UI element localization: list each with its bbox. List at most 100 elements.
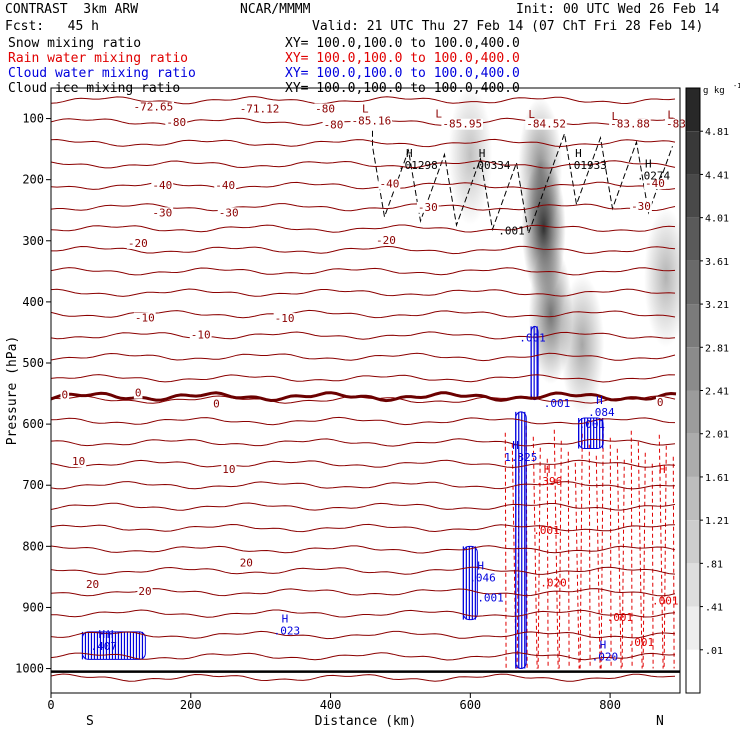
contour-label: -30 xyxy=(418,201,438,214)
extremum-value: .020 xyxy=(592,650,619,663)
legend-cloud-water-xy: XY= 100.0,100.0 to 100.0,400.0 xyxy=(285,66,520,81)
isotherm-line xyxy=(51,566,676,575)
colorbar-segment xyxy=(686,347,700,391)
endpoint-south: S xyxy=(86,714,94,729)
contour-label-bg xyxy=(137,586,153,598)
contour-label: -71.12 xyxy=(240,102,280,115)
colorbar-segment xyxy=(686,390,700,434)
contour-label: -72.65 xyxy=(133,101,173,114)
extremum-marker: H xyxy=(107,628,114,641)
colorbar-segment xyxy=(686,563,700,607)
colorbar-segment xyxy=(686,476,700,521)
y-tick-label: 300 xyxy=(22,234,44,248)
contour-label-bg xyxy=(151,179,174,191)
forecast-hour: Fcst: 45 h xyxy=(5,19,99,34)
contour-label-bg xyxy=(151,207,174,219)
contour-label: 0 xyxy=(657,396,664,409)
contour-label-bg xyxy=(314,103,336,115)
contour-label-bg xyxy=(84,578,101,590)
isotherm-line xyxy=(51,267,676,276)
colorbar-unit: g kg xyxy=(703,86,725,96)
contour-label: -85.16 xyxy=(352,115,392,128)
contour-label-bg xyxy=(378,178,401,190)
contour-label: -20 xyxy=(128,237,148,250)
isotherm-line xyxy=(51,438,676,447)
extremum-marker: H xyxy=(99,628,106,641)
y-tick-label: 1000 xyxy=(15,662,44,676)
colorbar-segment xyxy=(686,260,700,305)
extremum-value: .023 xyxy=(274,625,301,638)
colorbar-segment xyxy=(686,131,700,175)
colorbar-label: .81 xyxy=(705,559,723,570)
contour-label-bg xyxy=(238,557,254,569)
contour-label: -30 xyxy=(631,200,651,213)
legend-rain-xy: XY= 100.0,100.0 to 100.0,400.0 xyxy=(285,51,520,66)
extremum-marker: H xyxy=(575,147,582,160)
isotherm-line xyxy=(51,331,676,340)
contour-label: -10 xyxy=(191,329,211,342)
colorbar-segment xyxy=(686,433,700,477)
colorbar-segment xyxy=(686,217,700,261)
contour-label-bg xyxy=(221,464,237,475)
init-time: Init: 00 UTC Wed 26 Feb 14 xyxy=(516,2,720,17)
contour-value-label: .001 xyxy=(607,611,634,624)
y-tick-label: 500 xyxy=(22,356,44,370)
contour-value-label: .001 xyxy=(652,594,679,607)
colorbar-label: .01 xyxy=(705,646,723,657)
extremum-marker: L xyxy=(362,102,369,115)
contour-value-label: .001 xyxy=(477,591,504,604)
contour-label: -85.95 xyxy=(442,118,482,131)
contour-label-bg xyxy=(212,398,221,410)
contour-label: -30 xyxy=(219,206,239,219)
contour-label: -10 xyxy=(275,312,295,325)
legend-cloud-water-name: Cloud water mixing ratio xyxy=(8,66,196,81)
contour-label: -40 xyxy=(152,179,172,192)
contour-label: 0 xyxy=(213,398,220,411)
contour-label: 10 xyxy=(222,463,235,476)
legend-snow-xy: XY= 100.0,100.0 to 100.0,400.0 xyxy=(285,36,520,51)
extremum-marker: L xyxy=(612,110,619,123)
extremum-marker: H xyxy=(512,439,519,452)
contour-label-bg xyxy=(350,115,393,127)
extremum-marker: H xyxy=(544,463,551,476)
plot-frame xyxy=(50,87,681,694)
contour-label-bg xyxy=(126,237,149,249)
colorbar-label: 2.81 xyxy=(705,343,729,354)
isotherm-zero-line xyxy=(51,391,677,403)
model-title: CONTRAST 3km ARW xyxy=(5,2,139,17)
colorbar-label: 4.01 xyxy=(705,214,729,225)
y-tick-label: 600 xyxy=(22,417,44,431)
y-tick-label: 200 xyxy=(22,173,44,187)
contour-value-label: .020 xyxy=(540,577,567,590)
colorbar-segment xyxy=(686,304,700,348)
colorbar-segment xyxy=(686,88,700,132)
contour-label: -84.52 xyxy=(526,118,566,131)
contour-label-bg xyxy=(238,103,281,115)
x-tick-label: 200 xyxy=(180,698,202,712)
contour-value-label: .001 xyxy=(533,524,560,537)
extremum-value: .084 xyxy=(588,406,615,419)
extremum-marker: H xyxy=(645,157,652,170)
contour-label-bg xyxy=(655,396,665,408)
contour-label: -83.88 xyxy=(610,118,650,131)
contour-label: -80 xyxy=(166,116,186,129)
contour-label-bg xyxy=(70,456,87,468)
contour-label-bg xyxy=(322,119,345,131)
y-tick-label: 100 xyxy=(22,112,44,126)
contour-label-bg xyxy=(132,101,175,113)
contour-label-bg xyxy=(133,312,156,324)
contour-label: -40 xyxy=(379,178,399,191)
contour-label: -40 xyxy=(645,177,665,190)
extremum-value: .396 xyxy=(536,475,563,488)
cloud-water-outline xyxy=(462,545,478,621)
colorbar-label: 1.61 xyxy=(705,473,729,484)
contour-label-bg xyxy=(441,118,483,130)
extremum-value: .01933 xyxy=(567,159,607,172)
isotherm-line xyxy=(51,160,676,169)
isotherm-line xyxy=(51,288,676,297)
colorbar-segment xyxy=(686,649,700,693)
isotherm-line xyxy=(51,630,676,640)
y-tick-label: 400 xyxy=(22,295,44,309)
extremum-marker: L xyxy=(528,108,535,121)
